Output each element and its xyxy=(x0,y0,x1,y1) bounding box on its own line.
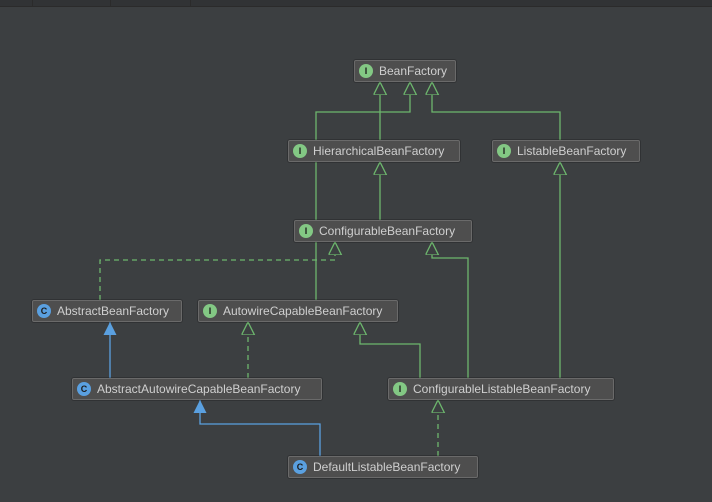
node-label: AbstractBeanFactory xyxy=(57,304,169,318)
node-label: HierarchicalBeanFactory xyxy=(313,144,444,158)
node-label: DefaultListableBeanFactory xyxy=(313,460,460,474)
node-label: BeanFactory xyxy=(379,64,447,78)
node-AutowireCapableBeanFactory[interactable]: I AutowireCapableBeanFactory xyxy=(198,300,398,322)
edge-AbstractBeanFactory-to-ConfigurableBeanFactory xyxy=(100,242,335,300)
edge-DefaultListableBeanFactory-to-AbstractAutowireCapableBeanFactory xyxy=(200,400,320,456)
node-AbstractBeanFactory[interactable]: C AbstractBeanFactory xyxy=(32,300,182,322)
class-badge-icon: C xyxy=(293,460,307,474)
edge-ListableBeanFactory-to-BeanFactory xyxy=(432,82,560,140)
node-BeanFactory[interactable]: I BeanFactory xyxy=(354,60,456,82)
edge-ConfigurableListableBeanFactory-to-ConfigurableBeanFactory xyxy=(432,242,468,378)
node-label: AbstractAutowireCapableBeanFactory xyxy=(97,382,300,396)
edge-AutowireCapableBeanFactory-to-BeanFactory xyxy=(316,82,410,300)
node-label: ConfigurableBeanFactory xyxy=(319,224,455,238)
interface-badge-icon: I xyxy=(293,144,307,158)
interface-badge-icon: I xyxy=(497,144,511,158)
node-ListableBeanFactory[interactable]: I ListableBeanFactory xyxy=(492,140,640,162)
node-ConfigurableListableBeanFactory[interactable]: I ConfigurableListableBeanFactory xyxy=(388,378,614,400)
node-label: ConfigurableListableBeanFactory xyxy=(413,382,590,396)
node-AbstractAutowireCapableBeanFactory[interactable]: C AbstractAutowireCapableBeanFactory xyxy=(72,378,322,400)
interface-badge-icon: I xyxy=(299,224,313,238)
interface-badge-icon: I xyxy=(203,304,217,318)
interface-badge-icon: I xyxy=(359,64,373,78)
class-badge-icon: C xyxy=(77,382,91,396)
edge-ConfigurableListableBeanFactory-to-AutowireCapableBeanFactory xyxy=(360,322,420,378)
class-badge-icon: C xyxy=(37,304,51,318)
node-label: AutowireCapableBeanFactory xyxy=(223,304,382,318)
node-ConfigurableBeanFactory[interactable]: I ConfigurableBeanFactory xyxy=(294,220,472,242)
node-label: ListableBeanFactory xyxy=(517,144,626,158)
node-HierarchicalBeanFactory[interactable]: I HierarchicalBeanFactory xyxy=(288,140,460,162)
editor-tab-bar xyxy=(0,0,712,7)
interface-badge-icon: I xyxy=(393,382,407,396)
node-DefaultListableBeanFactory[interactable]: C DefaultListableBeanFactory xyxy=(288,456,478,478)
